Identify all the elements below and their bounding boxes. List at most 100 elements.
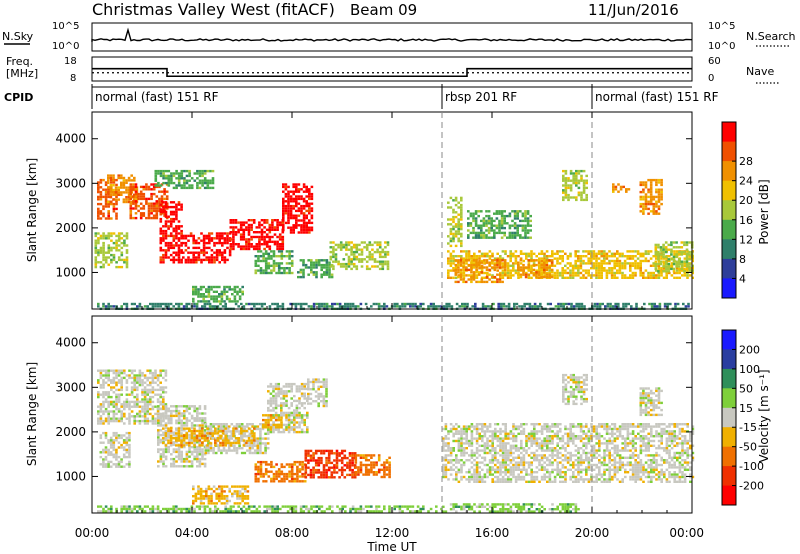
heatmap-cell	[264, 423, 268, 427]
heatmap-cell	[107, 422, 110, 425]
heatmap-cell	[117, 419, 121, 423]
heatmap-cell	[308, 212, 311, 215]
heatmap-cell	[634, 274, 637, 277]
heatmap-cell	[102, 391, 105, 394]
heatmap-cell	[152, 209, 156, 213]
heatmap-cell	[569, 271, 572, 275]
heatmap-cell	[142, 212, 146, 215]
heatmap-cell	[652, 255, 655, 258]
heatmap-cell	[293, 382, 296, 386]
heatmap-cell	[97, 214, 100, 218]
heatmap-cell	[175, 439, 178, 442]
heatmap-cell	[234, 429, 238, 433]
heatmap-cell	[634, 255, 637, 258]
heatmap-cell	[445, 302, 448, 306]
heatmap-cell	[229, 245, 233, 248]
heatmap-cell	[312, 266, 316, 269]
cpid-segment-label: normal (fast) 151 RF	[595, 90, 719, 104]
heatmap-cell	[212, 300, 216, 303]
heatmap-cell	[516, 226, 519, 230]
heatmap-cell	[180, 172, 184, 175]
heatmap-cell	[608, 259, 611, 263]
heatmap-cell	[196, 455, 199, 458]
heatmap-cell	[269, 385, 273, 388]
heatmap-cell	[503, 234, 506, 237]
heatmap-cell	[454, 196, 458, 200]
heatmap-cell	[368, 253, 372, 256]
heatmap-cell	[180, 419, 183, 422]
heatmap-cell	[267, 257, 271, 260]
heatmap-cell	[109, 460, 113, 464]
heatmap-cell	[159, 203, 163, 206]
heatmap-cell	[305, 226, 308, 229]
heatmap-cell	[490, 217, 493, 220]
heatmap-cell	[180, 424, 183, 427]
heatmap-cell	[138, 405, 142, 408]
heatmap-cell	[269, 409, 273, 412]
heatmap-cell	[688, 262, 691, 266]
heatmap-cell	[159, 412, 162, 416]
heatmap-cell	[543, 255, 546, 258]
heatmap-cell	[137, 204, 140, 208]
heatmap-cell	[167, 184, 171, 187]
heatmap-cell	[284, 209, 288, 213]
heatmap-cell	[190, 437, 194, 440]
heatmap-cell	[151, 400, 155, 404]
heatmap-cell	[120, 181, 123, 184]
heatmap-cell	[308, 204, 311, 208]
heatmap-cell	[506, 274, 510, 277]
heatmap-cell	[485, 268, 489, 272]
heatmap-cell	[577, 259, 580, 263]
heatmap-cell	[188, 184, 191, 187]
heatmap-cell	[480, 276, 484, 279]
heatmap-cell	[243, 442, 247, 445]
heatmap-cell	[155, 202, 159, 205]
heatmap-cell	[535, 275, 538, 279]
heatmap-cell	[657, 207, 661, 211]
heatmap-cell	[217, 423, 221, 426]
heatmap-cell	[172, 431, 176, 434]
heatmap-cell	[647, 274, 650, 277]
heatmap-cell	[246, 449, 249, 452]
heatmap-cell	[302, 271, 305, 274]
heatmap-cell	[305, 185, 308, 189]
heatmap-cell	[157, 438, 160, 442]
heatmap-cell	[284, 221, 288, 225]
heatmap-cell	[177, 412, 181, 415]
heatmap-cell	[564, 177, 568, 180]
heatmap-cell	[226, 237, 229, 240]
heatmap-cell	[170, 174, 173, 178]
heatmap-cell	[218, 239, 221, 242]
heatmap-cell	[139, 185, 143, 189]
heatmap-cell	[248, 423, 252, 426]
heatmap-cell	[687, 305, 690, 308]
heatmap-cell	[284, 195, 288, 198]
heatmap-cell	[287, 414, 291, 417]
heatmap-cell	[203, 457, 207, 461]
heatmap-cell	[123, 405, 126, 408]
heatmap-cell	[209, 427, 213, 431]
heatmap-cell	[269, 418, 273, 422]
heatmap-cell	[292, 224, 295, 227]
heatmap-cell	[172, 460, 176, 463]
heatmap-cell	[123, 415, 126, 418]
heatmap-cell	[298, 390, 301, 393]
heatmap-cell	[138, 412, 142, 416]
heatmap-cell	[175, 302, 178, 306]
heatmap-cell	[310, 216, 314, 220]
heatmap-cell	[115, 376, 118, 380]
heatmap-cell	[685, 255, 689, 259]
heatmap-cell	[592, 250, 596, 253]
heatmap-cell	[496, 261, 499, 264]
heatmap-cell	[485, 224, 488, 227]
heatmap-cell	[564, 269, 567, 272]
heatmap-cell	[283, 267, 286, 270]
heatmap-cell	[109, 176, 113, 180]
heatmap-cell	[172, 220, 176, 223]
heatmap-cell	[474, 210, 478, 213]
heatmap-cell	[500, 224, 504, 227]
heatmap-cell	[97, 379, 100, 382]
heatmap-cell	[675, 267, 679, 270]
heatmap-cell	[683, 250, 686, 254]
heatmap-cell	[253, 432, 256, 435]
